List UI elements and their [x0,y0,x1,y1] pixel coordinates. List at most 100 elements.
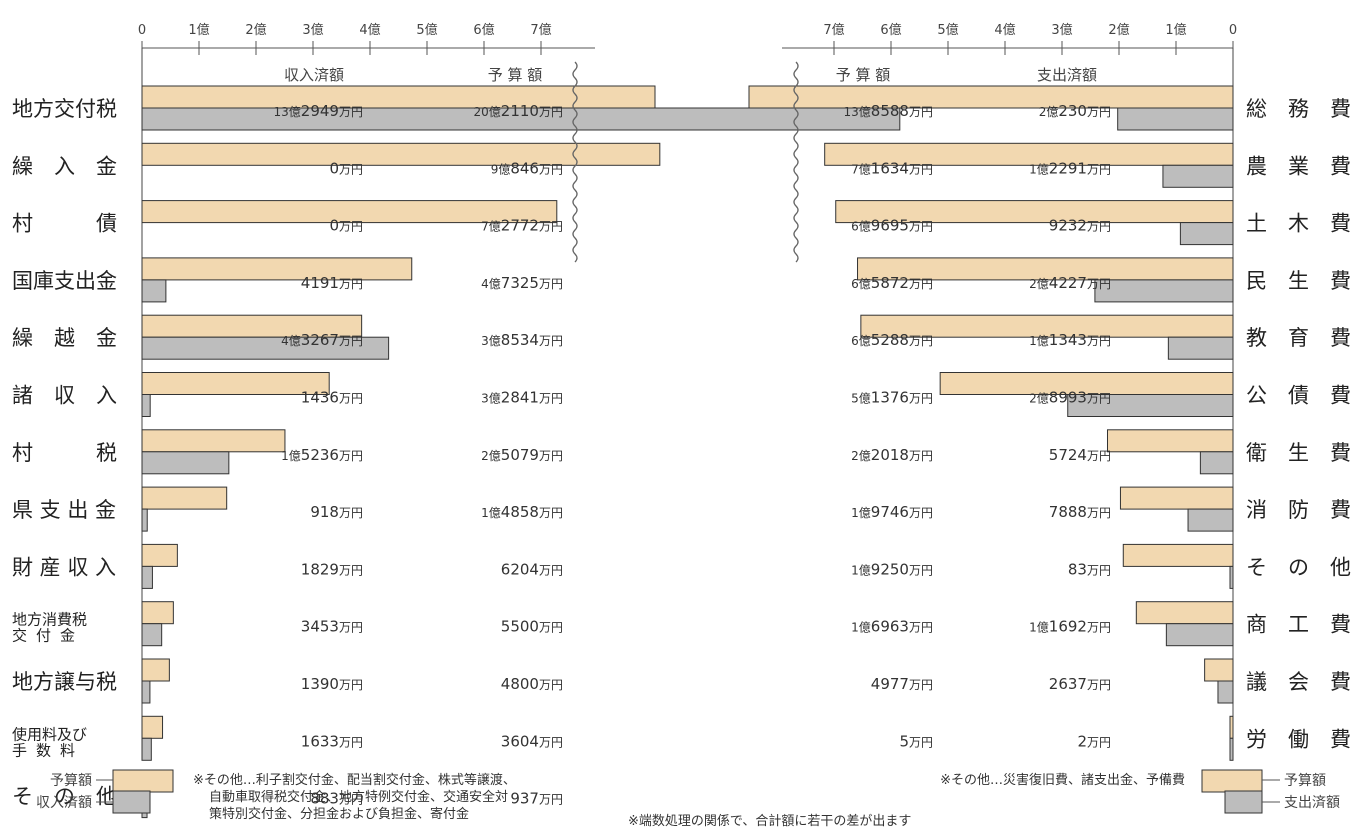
expenditure-actual-value: 1億2291万円 [1029,159,1111,177]
expenditure-budget-value: 4977万円 [871,675,933,693]
revenue-budget-bar [141,543,178,567]
note-left-line3: 策特別交付金、分担金および負担金、寄付金 [209,806,469,822]
expenditure-category-label: 総 務 費 [1246,97,1351,121]
expenditure-category-label: 商 工 費 [1246,613,1351,637]
legend-right-budget-swatch [1201,769,1263,793]
revenue-budget-bar [141,200,558,224]
expenditure-category-label: 議 会 費 [1246,670,1351,694]
revenue-actual-value: 883万円 [310,790,363,808]
expenditure-budget-value: 6億5872万円 [851,274,933,292]
expenditure-actual-bar [1187,508,1234,532]
expenditure-tick-label: 3億 [1051,22,1072,38]
expenditure-actual-bar [1165,623,1234,647]
expenditure-actual-value: 1億1343万円 [1029,331,1111,349]
expenditure-actual-value: 2億8993万円 [1029,389,1111,407]
expenditure-actual-value: 2万円 [1077,732,1111,750]
expenditure-budget-bar [1204,658,1234,682]
expenditure-budget-value: 7億1634万円 [851,159,933,177]
revenue-tick-label: 7億 [530,22,551,38]
expenditure-budget-value: 13億8588万円 [844,102,933,120]
expenditure-tick-label: 7億 [823,22,844,38]
expenditure-actual-bar [1162,164,1234,188]
revenue-budget-value: 7億2772万円 [481,217,563,235]
revenue-budget-value: 4億7325万円 [481,274,563,292]
expenditure-actual-bar [1167,336,1234,360]
revenue-tick-label: 1億 [188,22,209,38]
expenditure-tick-label: 2億 [1108,22,1129,38]
revenue-category-label: 財 産 収 入 [12,555,116,579]
expenditure-budget-value: 5億1376万円 [851,389,933,407]
revenue-actual-value: 0万円 [329,217,363,235]
revenue-actual-value: 4191万円 [301,274,363,292]
note-bottom: ※端数処理の関係で、合計額に若干の差が出ます [628,813,911,829]
revenue-budget-value: 3604万円 [501,732,563,750]
expenditure-category-label: 衛 生 費 [1246,441,1351,465]
expenditure-actual-value: 2億230万円 [1039,102,1111,120]
expenditure-actual-value: 5724万円 [1049,446,1111,464]
revenue-category-label: 村 債 [12,212,117,236]
revenue-actual-value: 1829万円 [301,560,363,578]
revenue-budget-value: 937万円 [510,790,563,808]
revenue-actual-bar [141,565,153,589]
revenue-category-label: 繰 入 金 [12,154,117,178]
revenue-category-label: 繰 越 金 [12,326,117,350]
expenditure-actual-value: 7888万円 [1049,503,1111,521]
expenditure-budget-bar [857,257,1234,281]
expenditure-budget-bar [1119,486,1234,510]
revenue-actual-bar [141,737,152,761]
expenditure-budget-bar [1122,543,1234,567]
expenditure-tick-label: 0 [1229,23,1237,38]
expenditure-actual-bar [1229,565,1234,589]
revenue-actual-value: 13億2949万円 [274,102,363,120]
revenue-header-budget: 予 算 額 [488,66,543,84]
expenditure-header-actual: 支出済額 [1037,66,1097,84]
legend-right-actual-swatch [1224,790,1263,814]
revenue-budget-value: 5500万円 [501,618,563,636]
revenue-actual-value: 1633万円 [301,732,363,750]
expenditure-tick-label: 5億 [937,22,958,38]
revenue-tick-label: 5億 [416,22,437,38]
revenue-category-label: そ の 他 [12,785,117,809]
revenue-budget-bar [141,486,228,510]
expenditure-category-label: 農 業 費 [1246,154,1351,178]
revenue-budget-value: 3億8534万円 [481,331,563,349]
expenditure-category-label: 教 育 費 [1246,326,1351,350]
expenditure-actual-bar [1117,107,1234,131]
revenue-budget-bar [141,601,174,625]
legend-right-actual-label: 支出済額 [1284,795,1340,811]
expenditure-actual-bar [1229,737,1234,761]
revenue-actual-bar [141,623,163,647]
revenue-category-label: 村 税 [12,441,117,465]
revenue-category-label: 地方消費税 [12,611,87,629]
expenditure-tick-label: 4億 [994,22,1015,38]
revenue-actual-bar [141,680,151,704]
revenue-tick-label: 0 [138,23,146,38]
expenditure-budget-value: 2億2018万円 [851,446,933,464]
revenue-category-label: 交付金 [12,627,84,645]
legend-left-budget-swatch [112,769,174,793]
revenue-actual-bar [141,451,230,475]
revenue-budget-value: 6204万円 [501,560,563,578]
revenue-budget-bar [141,85,656,109]
revenue-category-label: 県 支 出 金 [12,498,116,522]
revenue-actual-value: 0万円 [329,159,363,177]
expenditure-budget-value: 6億5288万円 [851,331,933,349]
expenditure-actual-bar [1067,394,1234,417]
revenue-category-label: 地方交付税 [12,97,117,121]
revenue-tick-label: 3億 [302,22,323,38]
revenue-actual-value: 1436万円 [301,389,363,407]
expenditure-budget-value: 1億9746万円 [851,503,933,521]
expenditure-actual-bar [1094,279,1234,303]
expenditure-budget-bar [835,200,1234,224]
revenue-actual-bar [141,394,151,417]
expenditure-category-label: 労 働 費 [1246,727,1351,751]
expenditure-actual-bar [1179,222,1234,246]
revenue-budget-value: 2億5079万円 [481,446,563,464]
legend-left-actual-swatch [112,790,151,814]
expenditure-budget-bar [748,85,1234,109]
expenditure-category-label: 消 防 費 [1246,498,1351,522]
expenditure-actual-value: 9232万円 [1049,217,1111,235]
expenditure-budget-bar [1229,715,1234,739]
